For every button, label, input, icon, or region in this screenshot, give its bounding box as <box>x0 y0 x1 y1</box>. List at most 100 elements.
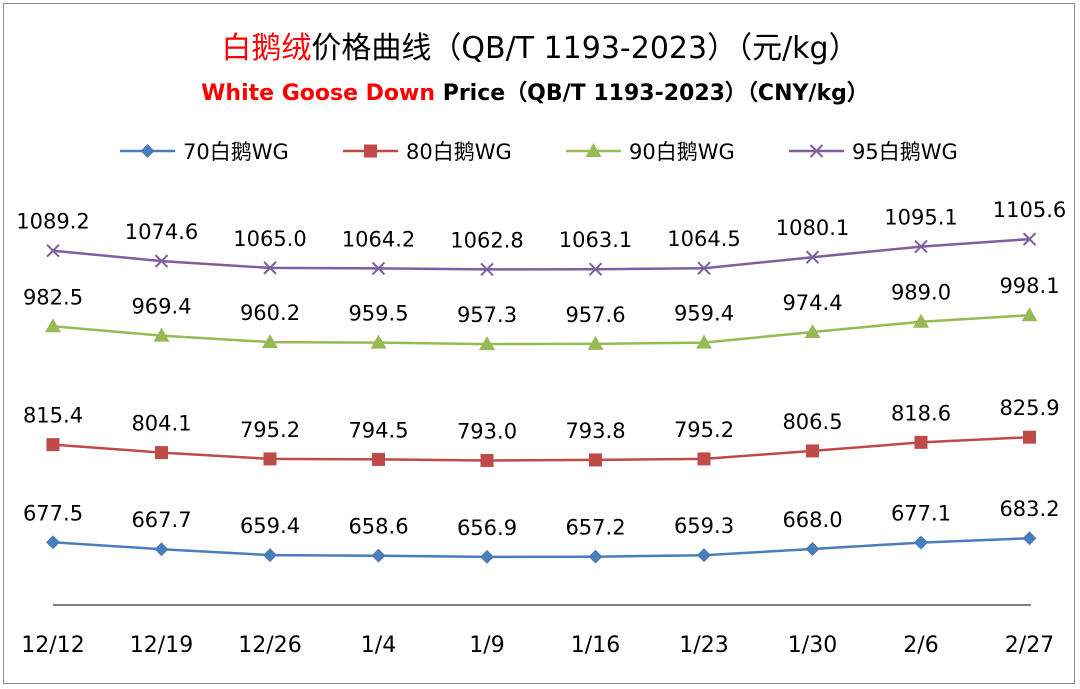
data-point-marker <box>587 335 604 350</box>
chart-title: 白鹅绒价格曲线（QB/T 1193-2023）（元/kg） <box>221 31 858 66</box>
data-point-marker <box>479 336 495 351</box>
data-label: 825.9 <box>999 396 1059 420</box>
data-point-marker <box>805 250 820 264</box>
data-point-marker <box>914 535 928 550</box>
data-label: 659.3 <box>674 514 734 538</box>
data-label: 795.2 <box>674 418 734 442</box>
x-axis-tick-labels: 12/12 12/19 12/26 1/4 1/9 1/16 1/23 1/30 2/6 2/27 <box>21 633 1054 658</box>
data-label: 657.2 <box>565 516 625 540</box>
data-point-marker <box>46 535 60 550</box>
legend-item-2: 90白鹅WG <box>566 140 735 164</box>
legend-label: 95白鹅WG <box>852 140 958 164</box>
data-point-marker <box>1022 232 1037 246</box>
data-label: 659.4 <box>240 514 300 538</box>
data-label: 683.2 <box>999 497 1059 521</box>
data-label: 982.5 <box>23 285 83 309</box>
series-0: 677.5 667.7 659.4 658.6 656.9 657.2 659.3 668.0… <box>23 497 1060 564</box>
legend-marker-icon <box>364 144 377 158</box>
data-label: 668.0 <box>782 508 842 532</box>
data-label: 957.6 <box>565 303 625 327</box>
data-point-marker <box>1023 430 1036 444</box>
legend-item-1: 80白鹅WG <box>343 140 512 164</box>
chart-subtitle-part-0: White Goose Down <box>201 81 435 106</box>
chart-subtitle: White Goose Down Price（QB/T 1193-2023）（C… <box>201 81 869 106</box>
data-point-marker <box>263 261 277 275</box>
x-tick-label: 1/23 <box>679 633 728 658</box>
data-point-marker <box>263 452 277 466</box>
x-tick-label: 2/6 <box>903 633 938 658</box>
legend-label: 80白鹅WG <box>406 140 512 164</box>
data-point-marker <box>913 313 929 328</box>
data-point-marker <box>697 452 711 466</box>
data-label: 815.4 <box>23 404 83 428</box>
data-label: 998.1 <box>999 274 1059 298</box>
data-point-marker <box>805 542 820 557</box>
series-line <box>52 435 1030 462</box>
series-1: 815.4 804.1 795.2 794.5 793.0 793.8 795.2 806.5… <box>23 396 1060 467</box>
data-point-marker <box>696 334 712 349</box>
series-line <box>52 237 1030 271</box>
data-label: 959.5 <box>348 302 408 326</box>
data-label: 795.2 <box>240 418 300 442</box>
data-point-marker <box>45 318 61 333</box>
data-point-marker <box>262 334 278 349</box>
data-label: 959.4 <box>674 302 734 326</box>
x-tick-label: 1/4 <box>361 633 396 658</box>
data-point-marker <box>154 254 169 268</box>
data-point-marker <box>914 239 928 254</box>
legend-label: 70白鹅WG <box>183 140 289 164</box>
data-label: 794.5 <box>348 418 408 442</box>
data-point-marker <box>154 542 169 557</box>
data-point-marker <box>914 435 928 449</box>
series-line <box>52 536 1030 559</box>
data-point-marker <box>155 446 168 460</box>
data-label: 1065.0 <box>233 227 306 251</box>
data-label: 656.9 <box>457 516 517 540</box>
data-label: 1105.6 <box>993 198 1066 222</box>
x-tick-label: 12/26 <box>238 633 301 658</box>
data-point-marker <box>480 262 494 277</box>
legend-marker-icon <box>140 144 155 158</box>
chart-legend: 70白鹅WG 80白鹅WG 90白鹅WG 95白鹅WG <box>120 140 958 164</box>
data-label: 677.5 <box>23 501 83 525</box>
data-point-marker <box>588 262 603 276</box>
data-label: 957.3 <box>457 303 517 327</box>
data-label: 969.4 <box>131 295 191 319</box>
data-point-marker <box>588 549 603 564</box>
data-label: 1064.2 <box>342 227 415 251</box>
chart-subtitle-part-1: Price（QB/T 1193-2023）（CNY/kg） <box>435 81 869 106</box>
data-point-marker <box>153 327 170 342</box>
data-label: 989.0 <box>891 281 951 305</box>
data-label: 960.2 <box>240 301 300 325</box>
data-label: 804.1 <box>131 412 191 436</box>
data-point-marker <box>370 334 387 349</box>
x-tick-label: 12/12 <box>21 633 84 658</box>
data-label: 1095.1 <box>884 206 957 230</box>
data-point-marker <box>371 548 386 563</box>
data-label: 1080.1 <box>776 216 849 240</box>
legend-item-3: 95白鹅WG <box>789 140 958 164</box>
series-line <box>52 313 1030 346</box>
data-label: 658.6 <box>348 515 408 539</box>
data-point-marker <box>1022 531 1037 546</box>
legend-marker-icon <box>585 143 602 157</box>
data-label: 1074.6 <box>125 220 198 244</box>
data-point-marker <box>371 261 386 276</box>
data-label: 793.0 <box>457 419 517 443</box>
x-tick-label: 1/9 <box>469 633 504 658</box>
data-point-marker <box>46 244 60 258</box>
data-point-marker <box>1021 307 1038 322</box>
data-label: 667.7 <box>131 508 191 532</box>
data-point-marker <box>804 324 821 339</box>
data-point-marker <box>480 549 494 564</box>
data-label: 793.8 <box>565 419 625 443</box>
data-label: 677.1 <box>891 502 951 526</box>
data-label: 818.6 <box>891 401 951 425</box>
data-point-marker <box>806 444 819 458</box>
data-label: 1063.1 <box>559 228 632 252</box>
data-label: 1064.5 <box>667 227 740 251</box>
data-point-marker <box>697 261 711 275</box>
legend-item-0: 70白鹅WG <box>120 140 289 164</box>
data-label: 806.5 <box>782 410 842 434</box>
data-point-marker <box>46 438 60 452</box>
